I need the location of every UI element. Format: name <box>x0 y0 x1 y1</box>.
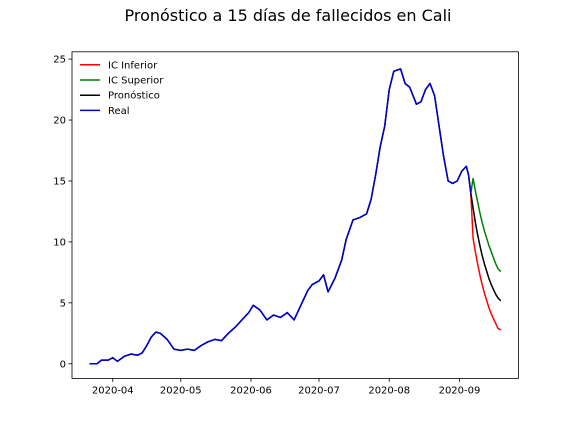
y-axis: 0 5 10 15 20 25 <box>53 55 72 370</box>
plot-area <box>71 51 519 379</box>
series-line-4 <box>89 68 472 365</box>
x-tick-label: 2020-09 <box>439 385 481 396</box>
y-tick-label: 0 <box>60 359 66 370</box>
chart-title: Pronóstico a 15 días de fallecidos en Ca… <box>124 6 451 25</box>
x-tick-label: 2020-07 <box>298 385 340 396</box>
x-axis: 2020-04 2020-05 2020-06 2020-07 2020-08 2020-… <box>92 378 480 396</box>
x-tick-label: 2020-06 <box>230 385 272 396</box>
y-tick-label: 5 <box>60 298 66 309</box>
y-tick-label: 10 <box>53 237 66 248</box>
series-lines <box>89 68 502 365</box>
series-line-1 <box>470 192 502 331</box>
y-tick-label: 25 <box>53 55 66 66</box>
y-tick-label: 20 <box>53 116 66 127</box>
legend-label: Pronóstico <box>108 90 160 102</box>
series-line-2 <box>470 177 502 272</box>
legend-label: IC Inferior <box>108 60 158 71</box>
legend-label: Real <box>108 106 130 117</box>
x-tick-label: 2020-04 <box>92 385 134 396</box>
legend-label: IC Superior <box>108 76 164 87</box>
x-tick-label: 2020-05 <box>160 385 202 396</box>
legend: IC Inferior IC Superior Pronóstico Real <box>80 60 164 117</box>
x-tick-label: 2020-08 <box>368 385 410 396</box>
y-tick-label: 15 <box>53 176 66 187</box>
